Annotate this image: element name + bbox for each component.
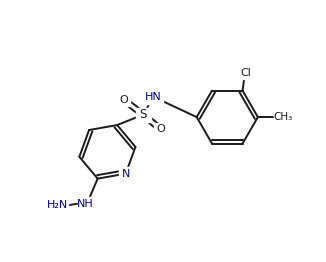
Bar [154,123,167,135]
Text: CH₃: CH₃ [273,112,292,122]
Text: N: N [122,169,130,179]
Bar [118,94,130,106]
Bar [136,108,151,122]
Text: H₂N: H₂N [47,200,68,210]
Text: O: O [156,124,165,134]
Text: O: O [120,95,128,105]
Bar [78,197,93,210]
Text: NH: NH [77,199,94,209]
Bar [144,90,163,103]
Bar [47,199,68,212]
Text: HN: HN [145,92,162,102]
Text: S: S [140,108,147,121]
Text: Cl: Cl [240,68,251,78]
Bar [119,167,133,180]
Bar [238,66,253,79]
